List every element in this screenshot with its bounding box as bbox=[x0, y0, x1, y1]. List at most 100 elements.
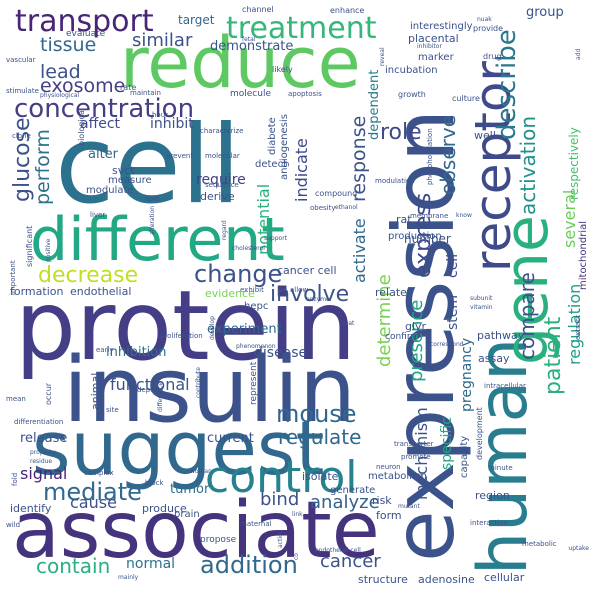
word: modulation bbox=[375, 177, 415, 185]
word: propose bbox=[200, 535, 237, 545]
word: development bbox=[475, 407, 484, 460]
word: cell bbox=[445, 253, 461, 278]
word: nuak bbox=[477, 16, 492, 23]
word: indicate bbox=[292, 138, 311, 202]
word: signal bbox=[20, 464, 68, 483]
word: patient bbox=[541, 316, 566, 395]
word: cause bbox=[70, 493, 117, 512]
word: drug bbox=[483, 52, 502, 61]
word: vascular bbox=[6, 56, 36, 64]
word: target bbox=[178, 13, 215, 27]
word: disease bbox=[254, 345, 308, 361]
word: bind bbox=[260, 489, 300, 510]
word: wild bbox=[6, 521, 21, 529]
word: perform bbox=[32, 129, 54, 205]
word: exhibit bbox=[240, 286, 264, 294]
word: hour bbox=[152, 111, 169, 119]
word: transporter bbox=[394, 440, 434, 448]
word: regard bbox=[221, 220, 228, 240]
word: region bbox=[475, 489, 510, 502]
word: mean bbox=[6, 395, 26, 403]
word: release bbox=[20, 431, 68, 446]
word: analyze bbox=[310, 492, 380, 513]
word: alter bbox=[88, 147, 119, 162]
word: cellular bbox=[484, 571, 525, 584]
word: interestingly bbox=[410, 21, 473, 32]
word: alteration bbox=[149, 205, 156, 235]
word: minute bbox=[488, 464, 513, 472]
word: action bbox=[277, 529, 284, 548]
word: obesity bbox=[310, 204, 336, 212]
word: endothelial bbox=[70, 285, 132, 298]
word: well bbox=[474, 129, 496, 142]
word: form bbox=[376, 509, 402, 522]
word: rate bbox=[120, 83, 137, 92]
word: fetal bbox=[242, 36, 256, 43]
word: cancer bbox=[320, 551, 381, 572]
word: derive bbox=[200, 190, 235, 203]
word: suggest bbox=[32, 406, 325, 492]
word: detect bbox=[255, 159, 287, 170]
word: pathway bbox=[477, 329, 525, 342]
word: change bbox=[194, 260, 283, 288]
word: functional bbox=[110, 375, 190, 394]
word: identify bbox=[10, 502, 52, 515]
word: metabolism bbox=[368, 471, 427, 482]
word: structure bbox=[358, 573, 408, 586]
word: insulin bbox=[63, 338, 357, 443]
word: relate bbox=[375, 286, 407, 299]
word: early bbox=[96, 346, 114, 354]
word: diabete bbox=[267, 117, 278, 155]
word: allow bbox=[290, 286, 309, 294]
word: molecule bbox=[230, 89, 272, 99]
word: modulate bbox=[86, 185, 134, 196]
word: number bbox=[404, 232, 451, 246]
word: biological bbox=[77, 107, 86, 146]
word: stem bbox=[445, 294, 461, 330]
word: differentiation bbox=[14, 418, 64, 426]
word: evaluate bbox=[66, 29, 106, 39]
word: cancer cell bbox=[277, 264, 337, 277]
word: brain bbox=[174, 509, 200, 520]
word: cholesterol bbox=[232, 245, 265, 252]
word: characterize bbox=[200, 127, 244, 135]
word: involve bbox=[270, 282, 350, 307]
word: svct bbox=[112, 164, 135, 177]
word: current bbox=[207, 431, 254, 446]
word: physiological bbox=[40, 92, 80, 99]
word: growth bbox=[398, 90, 426, 99]
word: experiment bbox=[207, 322, 282, 337]
word: apoptosis bbox=[288, 90, 322, 98]
word: add bbox=[575, 48, 582, 60]
word: activate bbox=[350, 218, 369, 283]
word: contribute bbox=[195, 367, 202, 398]
word: know bbox=[456, 212, 472, 219]
word: enhance bbox=[330, 6, 365, 15]
word: marker bbox=[418, 52, 454, 63]
word: channel bbox=[242, 5, 274, 14]
word: neuron bbox=[376, 463, 401, 471]
word: interaction bbox=[470, 519, 508, 527]
word: provide bbox=[473, 24, 504, 33]
word: membrane bbox=[410, 212, 449, 220]
word: woman bbox=[190, 468, 212, 475]
word: inhibition bbox=[106, 345, 167, 360]
word: develop bbox=[209, 316, 216, 340]
word: concentration bbox=[14, 94, 195, 124]
word: reduce bbox=[120, 22, 361, 104]
word: angiogenesis bbox=[279, 114, 290, 180]
word: property bbox=[30, 449, 56, 456]
word: residue bbox=[30, 458, 53, 465]
word: maternal bbox=[240, 520, 272, 528]
word: vitamin bbox=[470, 304, 493, 311]
word: complex bbox=[84, 469, 114, 477]
word: capacity bbox=[459, 435, 470, 478]
word: confirm bbox=[385, 332, 420, 342]
word: fold bbox=[11, 472, 19, 486]
word: extract bbox=[574, 315, 582, 340]
word: intracellular bbox=[484, 382, 526, 390]
word: mouse bbox=[276, 400, 357, 428]
word: molecular bbox=[205, 152, 240, 160]
word: subunit bbox=[470, 295, 493, 302]
